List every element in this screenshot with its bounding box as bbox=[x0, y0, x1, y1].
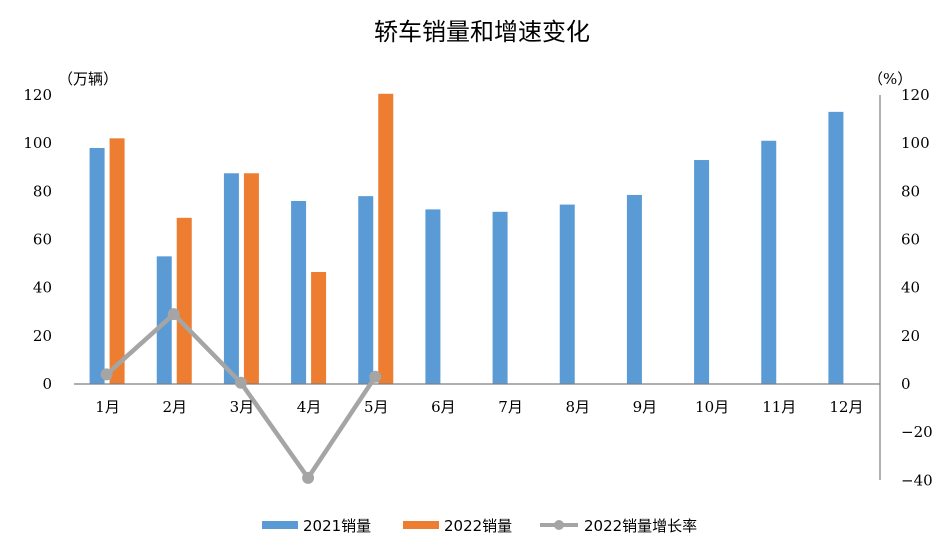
bar-series-2021 bbox=[89, 111, 844, 384]
right-tick-label: −20 bbox=[901, 423, 933, 441]
category-label: 6月 bbox=[431, 398, 456, 416]
right-tick-labels: −40 −20 0 20 40 60 80 100 120 bbox=[901, 86, 933, 489]
right-tick-label: 0 bbox=[901, 375, 911, 393]
left-tick-label: 20 bbox=[33, 327, 52, 345]
right-tick-label: −40 bbox=[901, 471, 933, 489]
bar-2021 bbox=[761, 140, 777, 384]
growth-point bbox=[167, 308, 180, 321]
bar-2021 bbox=[694, 160, 710, 384]
legend-swatch-growth-marker bbox=[554, 520, 564, 530]
left-tick-label: 100 bbox=[23, 134, 52, 152]
right-tick-label: 100 bbox=[901, 134, 930, 152]
bar-2021 bbox=[492, 211, 508, 384]
bar-2021 bbox=[425, 209, 441, 384]
growth-point bbox=[369, 370, 382, 383]
category-label: 8月 bbox=[565, 398, 590, 416]
growth-point bbox=[302, 471, 315, 484]
growth-line-series bbox=[100, 308, 382, 484]
chart-title: 轿车销量和增速变化 bbox=[374, 18, 590, 46]
bar-2022 bbox=[311, 272, 327, 384]
bar-2022 bbox=[243, 173, 259, 384]
category-label: 1月 bbox=[95, 398, 120, 416]
left-tick-label: 120 bbox=[23, 86, 52, 104]
left-tick-label: 0 bbox=[42, 375, 52, 393]
growth-point bbox=[234, 376, 247, 389]
category-label: 5月 bbox=[364, 398, 389, 416]
category-labels: 1月 2月 3月 4月 5月 6月 7月 8月 9月 10月 11月 12月 bbox=[95, 398, 863, 416]
category-label: 3月 bbox=[230, 398, 255, 416]
left-tick-label: 40 bbox=[33, 279, 52, 297]
right-tick-label: 60 bbox=[901, 231, 920, 249]
category-label: 9月 bbox=[633, 398, 658, 416]
right-tick-label: 80 bbox=[901, 182, 920, 200]
legend-label-2022: 2022销量 bbox=[444, 517, 512, 535]
left-tick-labels: 0 20 40 60 80 100 120 bbox=[23, 86, 52, 393]
category-label: 12月 bbox=[829, 398, 863, 416]
bar-2021 bbox=[828, 111, 844, 384]
bar-2021 bbox=[626, 194, 642, 384]
category-label: 10月 bbox=[695, 398, 729, 416]
bar-2022 bbox=[109, 138, 125, 384]
bar-2021 bbox=[559, 204, 575, 384]
growth-point bbox=[100, 368, 113, 381]
bar-2022 bbox=[176, 217, 192, 384]
bar-2022 bbox=[378, 93, 394, 384]
bar-2021 bbox=[223, 173, 239, 384]
right-tick-label: 20 bbox=[901, 327, 920, 345]
bar-2021 bbox=[291, 200, 307, 384]
right-tick-label: 40 bbox=[901, 279, 920, 297]
legend: 2021销量 2022销量 2022销量增长率 bbox=[262, 517, 697, 535]
bar-2021 bbox=[89, 147, 105, 384]
right-axis-unit: （%） bbox=[868, 70, 912, 88]
category-label: 11月 bbox=[762, 398, 796, 416]
category-label: 4月 bbox=[297, 398, 322, 416]
category-label: 2月 bbox=[162, 398, 187, 416]
bar-2021 bbox=[358, 196, 374, 384]
growth-line bbox=[105, 311, 378, 481]
left-tick-label: 80 bbox=[33, 182, 52, 200]
legend-label-growth: 2022销量增长率 bbox=[584, 517, 697, 535]
legend-label-2021: 2021销量 bbox=[303, 517, 371, 535]
legend-swatch-2022 bbox=[403, 521, 439, 529]
left-tick-label: 60 bbox=[33, 231, 52, 249]
bar-series-2022 bbox=[109, 93, 394, 384]
right-tick-label: 120 bbox=[901, 86, 930, 104]
category-label: 7月 bbox=[498, 398, 523, 416]
left-axis-unit: （万辆） bbox=[58, 70, 118, 88]
legend-swatch-2021 bbox=[262, 521, 298, 529]
